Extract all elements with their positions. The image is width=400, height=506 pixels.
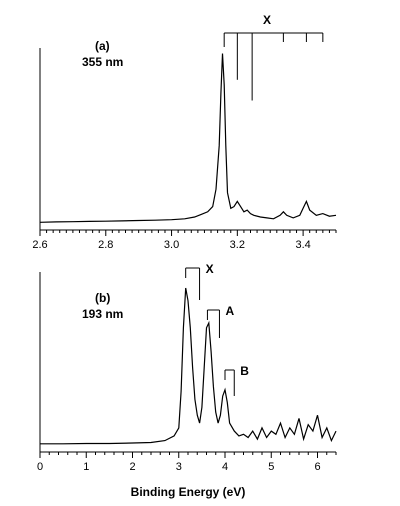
panel-b-spectrum-line [40, 287, 337, 445]
panel-b: 0 1 2 3 4 5 6 X A B (b) 193 nm Binding Energy (e… [37, 262, 337, 499]
panel-b-comb-a: A [206, 304, 234, 338]
panel-a-ticks [39, 230, 337, 236]
panel-a-spectrum-line [39, 53, 337, 223]
panel-b-tick-label: 0 [37, 461, 43, 473]
panel-b-tick-label: 2 [129, 461, 135, 473]
panel-b-annotation-combs: X A B [185, 262, 249, 396]
panel-a-tick-label: 3.2 [230, 239, 245, 251]
panel-a-tick-label: 2.8 [98, 239, 113, 251]
panel-b-comb-label: A [225, 304, 234, 318]
panel-b-x-axis-label: Binding Energy (eV) [131, 485, 246, 499]
panel-a-x-comb [223, 32, 324, 101]
panel-a-x-annotation-label: X [263, 13, 271, 27]
panel-b-tick-label: 3 [176, 461, 182, 473]
panel-b-tick-label: 6 [314, 461, 320, 473]
panel-b-tick-label: 5 [268, 461, 274, 473]
panel-b-comb-b: B [224, 364, 249, 396]
panel-b-ticks [39, 452, 337, 458]
panel-b-comb-label: B [240, 364, 249, 378]
panel-a-label: (a) [95, 39, 110, 53]
panel-a: 2.6 2.8 3.0 3.2 3.4 (a) 355 nm X [32, 13, 337, 251]
panel-a-tick-labels: 2.6 2.8 3.0 3.2 3.4 [32, 239, 310, 251]
panel-b-comb-x: X [185, 262, 214, 300]
panel-b-comb-label: X [206, 262, 214, 276]
panel-b-tick-label: 1 [83, 461, 89, 473]
panel-a-wavelength: 355 nm [82, 55, 123, 69]
panel-b-tick-labels: 0 1 2 3 4 5 6 [37, 461, 321, 473]
panel-b-label: (b) [95, 291, 110, 305]
panel-b-wavelength: 193 nm [82, 307, 123, 321]
panel-a-tick-label: 3.4 [295, 239, 310, 251]
panel-a-tick-label: 2.6 [32, 239, 47, 251]
panel-b-tick-label: 4 [222, 461, 228, 473]
panel-a-tick-label: 3.0 [164, 239, 179, 251]
